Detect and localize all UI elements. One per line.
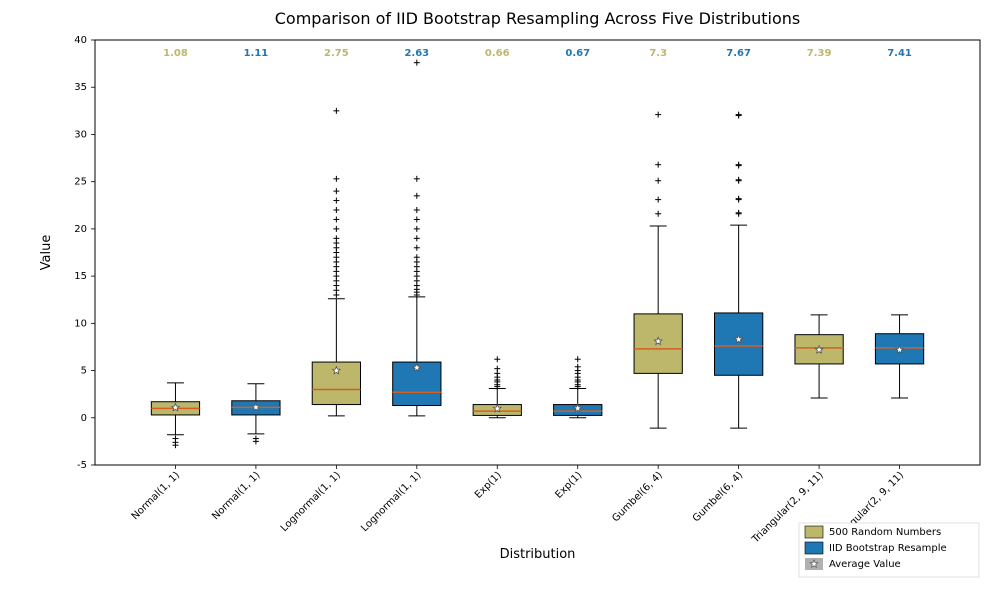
mean-annotation: 7.3 [649,48,667,59]
mean-annotation: 2.75 [324,48,349,59]
x-category-label: Lognormal(1, 1) [279,470,343,534]
chart-container: { "title": "Comparison of IID Bootstrap … [0,0,1000,600]
boxplot-chart: -5 0 5 10 15 20 25 30 35 40 Value Comparison of IID… [0,0,1000,600]
boxplot-box [151,383,199,448]
y-tick-label: 30 [74,129,87,140]
boxplot-box [232,384,280,445]
x-axis-label: Distribution [500,547,576,562]
x-category-label: Normal(1, 1) [130,470,182,522]
mean-annotation: 0.67 [565,48,590,59]
mean-annotation: 1.11 [244,48,269,59]
x-category-label: Normal(1, 1) [210,470,262,522]
y-tick-label: 40 [74,35,87,46]
legend-swatch [805,542,823,554]
y-tick-label: 35 [74,82,87,93]
legend-label: Average Value [829,559,901,570]
y-tick-label: 10 [74,318,87,329]
mean-annotation: 7.39 [807,48,832,59]
mean-annotation: 1.08 [163,48,188,59]
x-category-label: Lognormal(1, 1) [359,470,423,534]
mean-annotation: 7.67 [726,48,751,59]
legend-label: IID Bootstrap Resample [829,543,947,554]
mean-annotation: 7.41 [887,48,912,59]
y-tick-label: 5 [81,366,87,377]
x-category-label: Gumbel(6, 4) [691,470,746,525]
boxplot-box [312,108,360,416]
y-tick-label: 15 [74,271,87,282]
boxplot-box [795,315,843,398]
chart-title: Comparison of IID Bootstrap Resampling A… [275,9,801,28]
boxplot-box [393,60,441,416]
y-tick-label: -5 [77,460,87,471]
boxplot-box [875,315,923,398]
plot-area [95,40,980,465]
legend: 500 Random Numbers IID Bootstrap Resample… [799,523,979,577]
y-tick-label: 0 [81,413,87,424]
boxplot-box [634,112,682,429]
mean-annotation: 0.66 [485,48,510,59]
mean-annotation: 2.63 [404,48,429,59]
x-category-label: Exp(1) [553,470,584,501]
y-tick-label: 20 [74,224,87,235]
boxplot-box [554,356,602,418]
legend-swatch [805,526,823,538]
y-tick-label: 25 [74,177,87,188]
y-axis-label: Value [39,235,54,271]
x-category-label: Exp(1) [473,470,504,501]
x-category-label: Gumbel(6, 4) [610,470,665,525]
boxplot-box [473,356,521,418]
legend-label: 500 Random Numbers [829,527,941,538]
boxplot-box [715,112,763,429]
